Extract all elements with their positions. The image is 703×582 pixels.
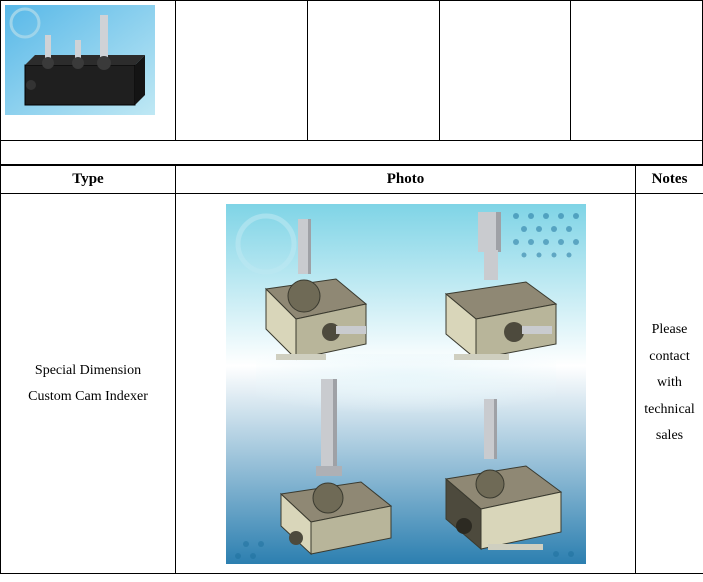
notes-line4: technical — [642, 397, 697, 424]
type-line1: Special Dimension — [7, 358, 169, 383]
notes-cell: Please contact with technical sales — [636, 194, 703, 574]
notes-line1: Please — [642, 317, 697, 344]
empty-cell-2 — [307, 1, 439, 141]
product-photo — [226, 204, 586, 564]
header-photo: Photo — [176, 166, 636, 194]
type-line2: Custom Cam Indexer — [7, 384, 169, 409]
notes-line2: contact — [642, 344, 697, 371]
empty-cell-1 — [176, 1, 308, 141]
thumbnail-cell — [1, 1, 176, 141]
type-cell: Special Dimension Custom Cam Indexer — [1, 194, 176, 574]
notes-line5: sales — [642, 423, 697, 450]
spacer-row — [1, 141, 703, 165]
empty-cell-3 — [439, 1, 571, 141]
photo-cell — [176, 194, 636, 574]
header-notes: Notes — [636, 166, 703, 194]
empty-cell-4 — [571, 1, 703, 141]
header-type: Type — [1, 166, 176, 194]
notes-line3: with — [642, 370, 697, 397]
thumbnail-image — [5, 5, 155, 115]
